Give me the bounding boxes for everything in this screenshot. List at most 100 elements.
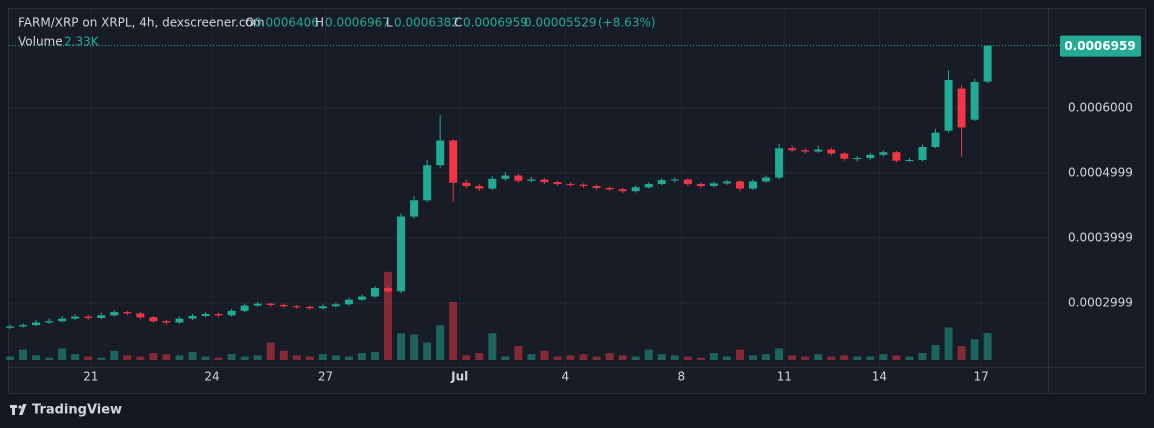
candle-body [19,325,28,327]
candle-body [970,81,979,120]
volume-bar [32,355,41,360]
volume-bar [318,354,327,360]
volume-bar [331,355,340,360]
y-tick-label: 0.0003999 [1068,230,1133,244]
y-tick-label: 0.0006000 [1068,100,1133,114]
volume-bar [19,349,28,360]
volume-bar [814,354,823,360]
x-tick-label: 4 [561,370,569,384]
volume-label: Volume [18,35,63,49]
candle-body [227,310,236,316]
volume-bar [149,353,158,360]
close-value: 0.0006959 [463,16,528,30]
volume-bar [749,355,758,360]
candle-body [566,184,575,186]
volume-bar [6,356,14,360]
volume-bar [488,333,497,360]
low-letter: L [386,16,393,30]
volume-bar [566,355,575,360]
x-tick-label: 24 [204,370,219,384]
candle-body [840,153,849,159]
candle-body [605,187,614,190]
candle-body [58,318,67,322]
candle-body [162,321,171,323]
volume-bar [410,334,419,360]
volume-bar [266,342,275,360]
volume-bar [397,333,406,360]
high-value: 0.0006967 [325,16,390,30]
y-tick-label: 0.0002999 [1068,295,1133,309]
candle-body [631,187,640,192]
candle-body [866,154,875,159]
volume-bar [136,356,145,360]
volume-bar [175,355,184,360]
x-tick-label: 14 [872,370,887,384]
volume-bar [501,356,510,360]
candle-body [175,318,184,323]
candle-body [722,181,731,184]
candle-body [814,149,823,152]
candle-body [462,182,471,186]
volume-bar [279,350,288,360]
volume-bar [344,356,353,360]
volume-bar [253,355,262,360]
volume-bar [670,355,679,360]
chart-frame [8,8,1146,394]
volume-bar [357,353,366,360]
candle-body [657,180,666,185]
candle-body [944,80,953,131]
high-letter: H [315,16,324,30]
volume-bar [475,353,484,360]
x-tick-label: 27 [318,370,333,384]
candle-body [436,140,445,166]
volume-bar [853,356,862,360]
candle-body [370,288,379,297]
candle-body [514,175,523,181]
candle-body [749,181,758,189]
candle-body [579,184,588,186]
candle-body [397,216,406,292]
candle-body [553,182,562,185]
volume-bar [983,332,992,360]
candle-body [540,179,549,183]
candle-body [6,326,14,328]
close-letter: C [454,16,462,30]
candle-body [618,189,627,192]
volume-bar [123,355,132,360]
volume-bar [605,353,614,360]
candle-body [279,304,288,307]
open-letter: O [245,16,254,30]
candle-body [292,306,301,308]
volume-bar [657,354,666,360]
candle-body [670,179,679,181]
candle-body [318,306,327,309]
volume-bar [827,356,836,360]
volume-bar [918,353,927,360]
volume-bar [957,346,966,360]
candle-body [957,88,966,128]
low-value: 0.0006382 [394,16,459,30]
volume-last: 2.33K [64,35,100,49]
x-tick-label: Jul [450,370,468,384]
candle-body [709,183,718,186]
volume-bar [110,350,119,360]
volume-bar [801,356,810,360]
candle-body [253,303,262,306]
change-percent: (+8.63%) [598,16,656,30]
volume-bar [905,356,914,360]
candle-body [475,185,484,189]
candle-body [149,317,158,322]
candle-body [527,179,536,181]
candle-body [892,152,901,161]
candle-body [918,146,927,160]
volume-bar [931,344,940,360]
volume-bar [201,356,210,360]
volume-bar [71,354,80,360]
volume-bar [866,356,875,360]
candle-body [501,175,510,179]
volume-bar [449,302,458,360]
candle-body [696,184,705,186]
y-tick-label: 0.0004999 [1068,165,1133,179]
